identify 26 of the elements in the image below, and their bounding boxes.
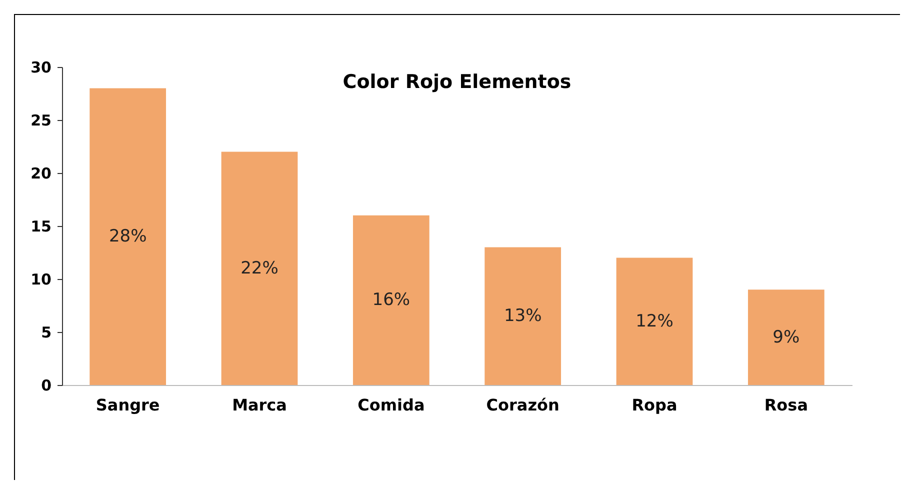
x-tick-label: Corazón — [486, 396, 560, 414]
data-label: 12% — [636, 311, 674, 332]
bar — [484, 247, 562, 385]
bar — [221, 152, 298, 385]
data-label: 16% — [372, 290, 410, 310]
data-label: 9% — [772, 327, 800, 348]
x-tick-label: Rosa — [764, 396, 808, 414]
x-tick-label: Marca — [232, 396, 287, 414]
chart-title: Color Rojo Elementos — [342, 71, 572, 93]
y-tick-label: 30 — [30, 58, 52, 76]
data-label: 13% — [504, 306, 542, 326]
y-tick-label: 10 — [30, 270, 52, 288]
bar — [352, 215, 430, 385]
x-tick-label: Ropa — [632, 396, 678, 414]
y-tick-label: 15 — [30, 218, 52, 236]
bar — [748, 290, 824, 385]
data-label: 28% — [108, 226, 147, 247]
x-tick-label: Sangre — [96, 396, 160, 414]
y-tick-label: 25 — [30, 112, 52, 130]
bar — [90, 88, 166, 385]
data-label: 22% — [240, 258, 278, 278]
y-tick-label: 5 — [41, 324, 52, 342]
x-tick-label: Comida — [358, 396, 425, 414]
bar — [616, 258, 693, 385]
y-tick-label: 20 — [30, 164, 52, 182]
y-tick-label: 0 — [41, 376, 52, 394]
